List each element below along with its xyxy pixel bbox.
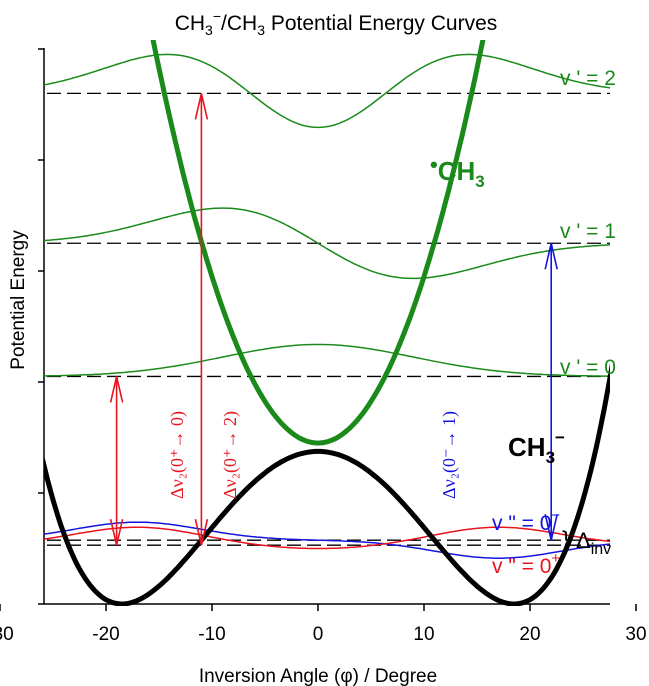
transition-label-0plus-2: Δν₂(0⁺→ 2) xyxy=(220,411,241,499)
x-tick-label-2: -10 xyxy=(198,624,225,645)
x-tick-label-1: -20 xyxy=(92,624,119,645)
wavefunction-v1-1 xyxy=(44,207,610,280)
transition-arrowhead-top-1 xyxy=(194,93,209,120)
wavefunction-v1-0 xyxy=(44,343,610,377)
level-label-v1-0: v ' = 0 xyxy=(560,356,616,379)
y-ticks xyxy=(38,48,44,605)
y-axis-label: Potential Energy xyxy=(8,230,29,370)
wavefunction-v0-plus xyxy=(44,526,610,550)
x-tick-label-3: 0 xyxy=(313,624,324,645)
anion-potential-curve xyxy=(44,362,610,606)
x-tick-label-4: 10 xyxy=(413,624,434,645)
neutral-potential-curve xyxy=(150,40,486,446)
x-tick-label-5: 20 xyxy=(519,624,540,645)
transition-label-0plus-0: Δν₂(0⁺→ 0) xyxy=(167,411,188,499)
level-label-v0-minus: v " = 0− xyxy=(492,507,560,535)
transition-arrowhead-bottom-2 xyxy=(544,513,558,541)
level-label-v1-2: v ' = 2 xyxy=(560,67,616,90)
x-tick-label-0: -30 xyxy=(0,624,14,645)
x-tick-label-6: 30 xyxy=(625,624,646,645)
x-axis-label: Inversion Angle (φ) / Degree xyxy=(199,666,437,686)
tunneling-splitting-label: } Δinv xyxy=(562,527,611,558)
transition-arrowhead-top-0 xyxy=(109,376,124,403)
neutral-curve-label: •CH3 xyxy=(430,152,485,191)
x-ticks: -30 -20 -10 0 10 20 30 xyxy=(0,604,647,645)
transition-arrowhead-top-2 xyxy=(544,243,558,270)
transition-arrowhead-bottom-0 xyxy=(109,518,124,546)
transition-arrowhead-bottom-1 xyxy=(194,518,209,546)
wavefunction-v1-2 xyxy=(44,53,610,129)
anion-curve-label: CH3− xyxy=(508,428,565,467)
chart-title: CH3−/CH3 Potential Energy Curves xyxy=(175,8,498,38)
level-label-v1-1: v ' = 1 xyxy=(560,220,616,243)
transition-arrows xyxy=(109,93,558,546)
transition-label-0minus-1: Δν₂(0⁻→ 1) xyxy=(439,411,460,499)
level-label-v0-plus: v " = 0+ xyxy=(492,550,560,578)
